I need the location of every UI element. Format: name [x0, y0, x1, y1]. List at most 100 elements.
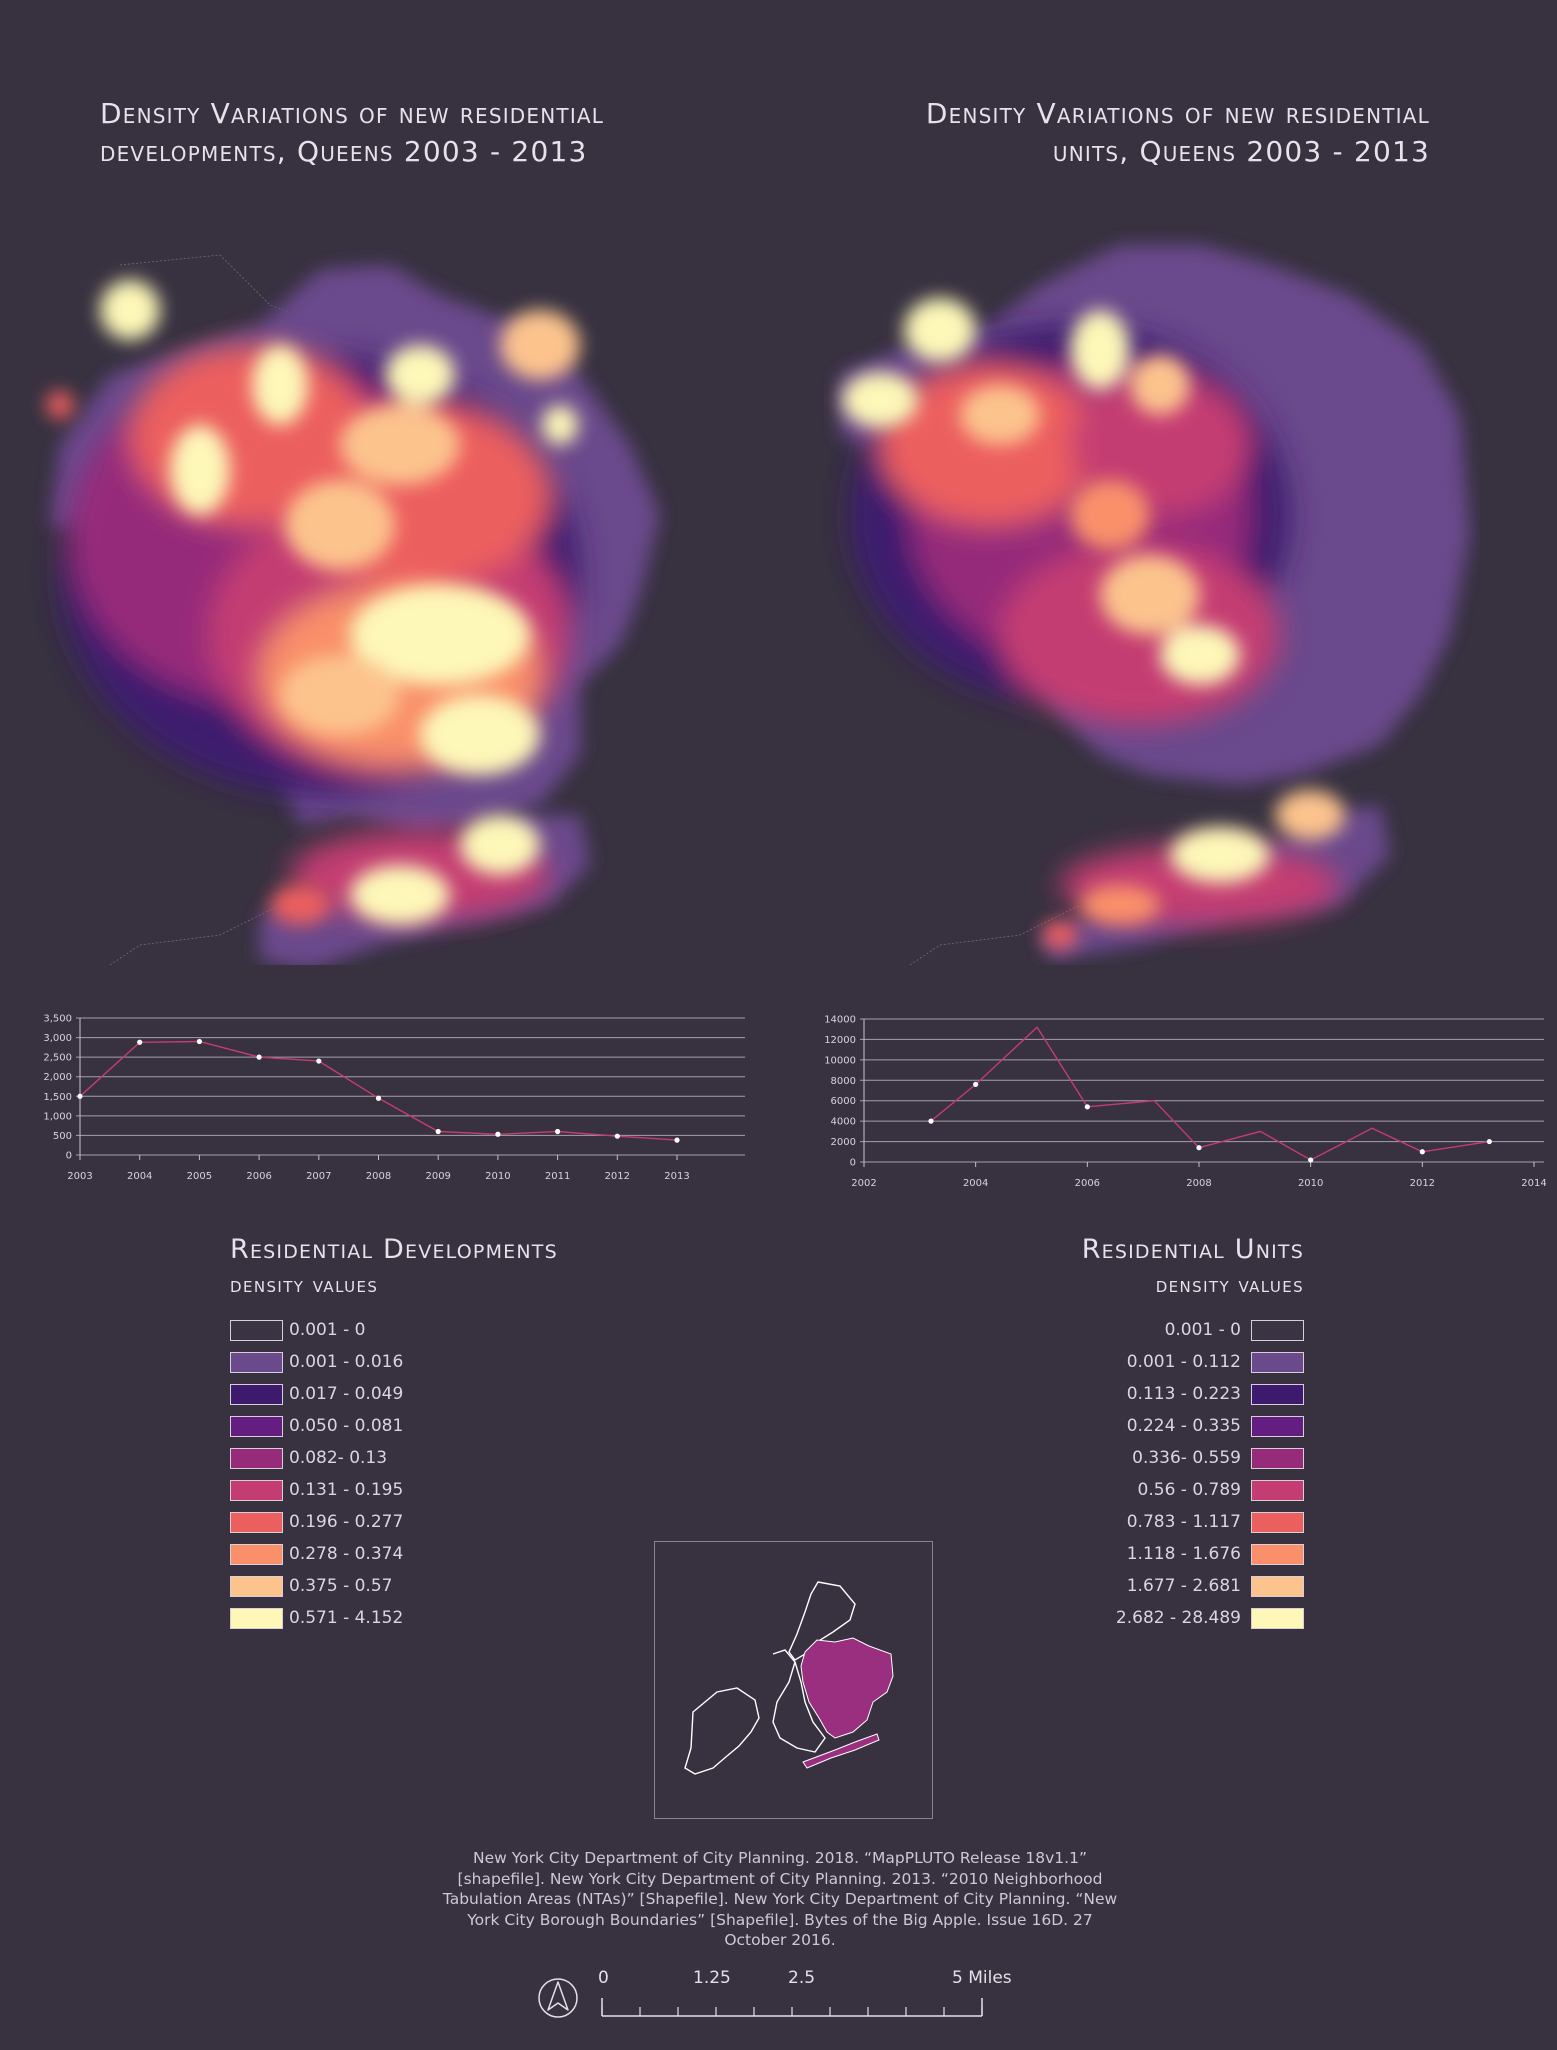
legend-swatch — [1251, 1383, 1304, 1405]
legend-item: 0.783 - 1.117 — [960, 1506, 1304, 1538]
left-map-hotspots — [46, 280, 580, 925]
scale-label-5-miles: 5 Miles — [952, 1968, 1012, 1988]
legend-swatch — [1251, 1351, 1304, 1373]
data-point — [1486, 1138, 1492, 1145]
x-tick-label: 2006 — [246, 1171, 271, 1182]
y-tick-label: 6000 — [831, 1096, 856, 1107]
legend-label: 0.017 - 0.049 — [289, 1384, 404, 1404]
legend-residential-developments: Residential Developments density values … — [230, 1232, 590, 1634]
legend-item: 0.017 - 0.049 — [230, 1378, 590, 1410]
left-map-title: Density Variations of new residential de… — [100, 97, 605, 168]
legend-swatch — [1251, 1319, 1304, 1341]
legend-item: 0.131 - 0.195 — [230, 1474, 590, 1506]
legend-label: 0.336- 0.559 — [1132, 1448, 1241, 1468]
x-tick-label: 2004 — [963, 1178, 988, 1189]
scale-label-1-25: 1.25 — [693, 1968, 731, 1988]
legend-item: 0.571 - 4.152 — [230, 1602, 590, 1634]
data-point — [614, 1133, 620, 1139]
series-line — [79, 1040, 678, 1141]
legend-item: 2.682 - 28.489 — [960, 1602, 1304, 1634]
y-tick-label: 1,000 — [43, 1111, 72, 1122]
legend-swatch — [1251, 1543, 1304, 1565]
legend-item: 0.336- 0.559 — [960, 1442, 1304, 1474]
legend-item: 0.001 - 0.112 — [960, 1346, 1304, 1378]
data-point — [1196, 1145, 1202, 1151]
legend-swatch — [230, 1479, 283, 1501]
data-point — [928, 1118, 934, 1124]
x-tick-label: 2014 — [1521, 1178, 1546, 1189]
data-point — [495, 1131, 501, 1137]
legend-item: 0.113 - 0.223 — [960, 1378, 1304, 1410]
data-point — [375, 1095, 382, 1101]
legend-item: 1.118 - 1.676 — [960, 1538, 1304, 1570]
x-tick-label: 2011 — [545, 1171, 570, 1182]
x-tick-label: 2012 — [605, 1171, 630, 1182]
data-point — [316, 1058, 322, 1064]
legend-item: 0.375 - 0.57 — [230, 1570, 590, 1602]
legend-left-title: Residential Developments — [230, 1234, 558, 1265]
right-map-hotspots — [842, 298, 1345, 949]
left-density-map — [46, 254, 660, 965]
locator-inset-map — [654, 1541, 933, 1819]
legend-label: 0.082- 0.13 — [289, 1448, 388, 1468]
legend-label: 2.682 - 28.489 — [1115, 1608, 1241, 1628]
right-density-map — [840, 245, 1470, 965]
y-tick-label: 2000 — [831, 1137, 856, 1148]
legend-swatch — [1251, 1479, 1304, 1501]
data-point — [196, 1038, 202, 1045]
data-point — [137, 1039, 143, 1045]
data-point — [435, 1128, 441, 1135]
legend-swatch — [230, 1415, 283, 1437]
legend-label: 0.224 - 0.335 — [1126, 1416, 1241, 1436]
y-tick-label: 12000 — [824, 1035, 856, 1046]
data-point — [973, 1081, 979, 1087]
legend-item: 0.082- 0.13 — [230, 1442, 590, 1474]
legend-right-subtitle: density values — [1155, 1273, 1304, 1298]
y-tick-label: 2,000 — [43, 1072, 72, 1083]
y-tick-label: 0 — [850, 1158, 856, 1169]
legend-label: 1.677 - 2.681 — [1126, 1576, 1241, 1596]
y-tick-label: 2,500 — [43, 1053, 72, 1064]
y-tick-label: 3,500 — [43, 1014, 72, 1025]
y-tick-label: 1,500 — [43, 1092, 72, 1103]
legend-residential-units: Residential Units density values 0.001 -… — [960, 1232, 1304, 1634]
legend-label: 0.783 - 1.117 — [1126, 1512, 1241, 1532]
x-tick-label: 2004 — [127, 1171, 152, 1182]
legend-label: 0.001 - 0 — [1164, 1320, 1241, 1340]
legend-item: 0.001 - 0.016 — [230, 1346, 590, 1378]
y-tick-label: 3,000 — [43, 1033, 72, 1044]
y-tick-label: 10000 — [824, 1055, 856, 1066]
legend-swatch — [230, 1383, 283, 1405]
legend-right-title: Residential Units — [1081, 1234, 1304, 1265]
x-tick-label: 2006 — [1075, 1178, 1100, 1189]
y-tick-label: 8000 — [831, 1076, 856, 1087]
legend-label: 0.375 - 0.57 — [289, 1576, 393, 1596]
data-point — [1308, 1157, 1314, 1163]
legend-label: 0.131 - 0.195 — [289, 1480, 404, 1500]
residential-units-line-chart: 0 2000 4000 6000 8000 10000 12000 14000 2002 2004… — [824, 1015, 1547, 1190]
legend-label: 0.571 - 4.152 — [289, 1608, 404, 1628]
legend-swatch — [1251, 1447, 1304, 1469]
legend-swatch — [1251, 1511, 1304, 1533]
y-tick-label: 14000 — [824, 1015, 856, 1026]
x-tick-label: 2003 — [67, 1171, 92, 1182]
residential-developments-line-chart: 0 500 1,000 1,500 2,000 2,500 3,000 3,500 2003 20… — [43, 1014, 745, 1182]
x-tick-label: 2008 — [1186, 1178, 1211, 1189]
legend-item: 0.050 - 0.081 — [230, 1410, 590, 1442]
legend-label: 0.001 - 0 — [289, 1320, 366, 1340]
data-point — [1084, 1104, 1090, 1110]
data-point — [256, 1054, 262, 1060]
legend-swatch — [230, 1575, 283, 1597]
legend-label: 0.001 - 0.016 — [289, 1352, 404, 1372]
legend-item: 1.677 - 2.681 — [960, 1570, 1304, 1602]
right-map-title: Density Variations of new residential un… — [925, 97, 1430, 168]
series-line — [930, 1026, 1490, 1161]
legend-swatch — [1251, 1607, 1304, 1629]
data-point — [555, 1128, 561, 1135]
legend-left-subtitle: density values — [230, 1273, 379, 1298]
y-tick-label: 4000 — [831, 1117, 856, 1128]
scale-bar: 0 1.25 2.5 5 Miles — [536, 1968, 1036, 2028]
x-tick-label: 2002 — [851, 1178, 876, 1189]
legend-swatch — [1251, 1575, 1304, 1597]
legend-item: 0.001 - 0 — [960, 1314, 1304, 1346]
